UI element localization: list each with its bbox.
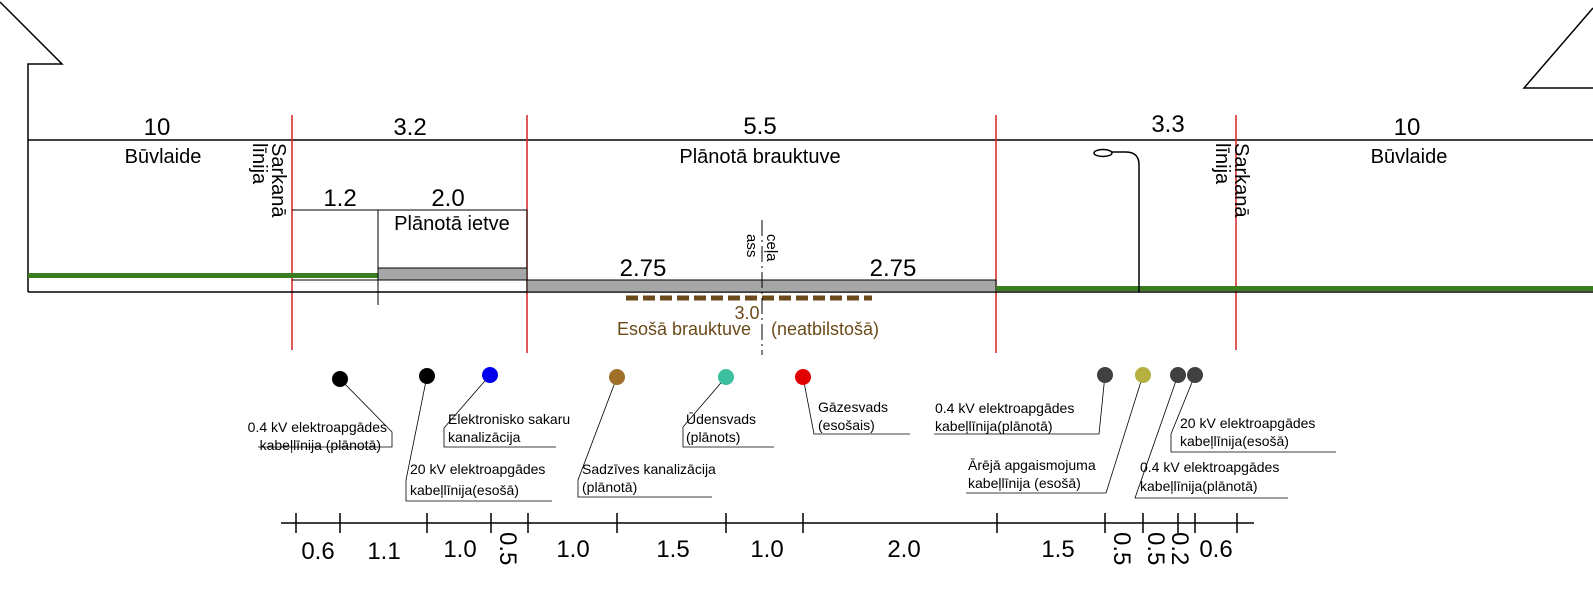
dim-sidewalk-zone: 3.2: [393, 114, 426, 141]
utility-dot-telecom: [482, 367, 498, 383]
label-road-axis-2: ass: [743, 234, 760, 257]
dim-building-right: 10: [1394, 114, 1421, 141]
scale-label-4: 0.5: [494, 532, 521, 565]
utility-labels: 0.4 kV elektroapgādes kabeļlīnija (plāno…: [248, 399, 1316, 498]
utility-label-8a: Ārējā apgaismojuma: [968, 457, 1096, 473]
utility-dot-sewer: [609, 369, 625, 385]
dim-lane-right: 2.75: [870, 255, 917, 282]
dim-existing-width: 3.0: [734, 303, 759, 323]
sidewalk-label-box: [377, 209, 528, 269]
planned-sidewalk-surface: [377, 267, 528, 281]
street-lamp: [1093, 148, 1140, 292]
utility-label-9a: 0.4 kV elektroapgādes: [1140, 459, 1279, 475]
bottom-scale: [281, 513, 1254, 533]
label-planned-sidewalk: Plānotā ietve: [394, 213, 510, 235]
right-building-outline: [1522, 7, 1593, 89]
bottom-scale-labels: 0.6 1.1 1.0 0.5 1.0 1.5 1.0 2.0 1.5 0.5 …: [301, 532, 1232, 565]
dim-lane-left: 2.75: [620, 255, 667, 282]
utility-label-5b: (plānots): [686, 429, 740, 445]
utility-label-8b: kabeļlīnija (esošā): [968, 475, 1081, 491]
scale-label-5: 1.0: [556, 536, 589, 563]
dim-sidewalk: 2.0: [431, 185, 464, 212]
utility-label-5a: Ūdensvads: [686, 411, 756, 427]
dim-carriageway: 5.5: [743, 113, 776, 140]
dim-building-left: 10: [144, 114, 171, 141]
label-red-line-right-2: līnija: [1211, 143, 1233, 185]
utility-dot-04kv-planned-right: [1097, 367, 1113, 383]
scale-label-12: 0.2: [1166, 532, 1193, 565]
label-planned-carriageway: Plānotā brauktuve: [679, 146, 840, 168]
utility-dot-water: [718, 369, 734, 385]
utility-label-3b: kanalizācija: [448, 429, 521, 445]
label-not-compliant: (neatbilstošā): [771, 319, 879, 339]
label-red-line-right-1: Sarkanā: [1230, 143, 1252, 218]
utility-label-2a: 20 kV elektroapgādes: [410, 461, 545, 477]
utility-dot-04kv-planned-far-right: [1170, 367, 1186, 383]
label-red-line-left-2: līnija: [248, 143, 270, 185]
scale-label-8: 2.0: [887, 536, 920, 563]
utility-label-7a: 0.4 kV elektroapgādes: [935, 400, 1074, 416]
utility-label-1b: kabeļlīnija (plānotā): [260, 437, 381, 453]
utility-label-6a: Gāzesvads: [818, 399, 888, 415]
utility-dot-gas: [795, 369, 811, 385]
scale-label-11: 0.5: [1142, 532, 1169, 565]
utility-label-2b: kabeļlīnija(esošā): [410, 482, 519, 498]
utility-dot-04kv-planned-left: [332, 371, 348, 387]
green-strip-right: [996, 286, 1593, 291]
utility-label-3a: Elektronisko sakaru: [448, 411, 570, 427]
label-road-axis-1: ceļa: [763, 234, 780, 262]
utility-dot-20kv-existing-right: [1187, 367, 1203, 383]
label-existing-carriageway: Esošā brauktuve: [617, 319, 751, 339]
utility-label-4a: Sadzīves kanalizācija: [582, 461, 716, 477]
scale-label-2: 1.1: [367, 538, 400, 565]
left-building-outline: [0, 1, 64, 292]
label-red-line-left-1: Sarkanā: [267, 143, 289, 218]
scale-label-13: 0.6: [1199, 536, 1232, 563]
utility-label-7b: kabeļlīnija(plānotā): [935, 418, 1053, 434]
utility-label-9b: kabeļlīnija(plānotā): [1140, 478, 1258, 494]
scale-label-7: 1.0: [750, 536, 783, 563]
scale-label-3: 1.0: [443, 536, 476, 563]
dim-green-strip: 1.2: [323, 185, 356, 212]
scale-label-10: 0.5: [1108, 532, 1135, 565]
utility-label-6b: (esošais): [818, 417, 875, 433]
label-building-line-right: Būvlaide: [1371, 146, 1448, 168]
utility-dot-20kv-existing-left: [419, 368, 435, 384]
scale-label-9: 1.5: [1041, 536, 1074, 563]
utility-leaders: [258, 374, 1336, 502]
utility-label-4b: (plānotā): [582, 479, 637, 495]
dim-right-zone: 3.3: [1151, 111, 1184, 138]
utility-label-10b: kabeļlīnija(esošā): [1180, 433, 1289, 449]
green-strip-left: [28, 273, 378, 278]
utility-dot-lighting: [1135, 367, 1151, 383]
utility-label-1a: 0.4 kV elektroapgādes: [248, 419, 387, 435]
scale-label-1: 0.6: [301, 538, 334, 565]
label-building-line-left: Būvlaide: [125, 146, 202, 168]
utility-label-10a: 20 kV elektroapgādes: [1180, 415, 1315, 431]
scale-label-6: 1.5: [656, 536, 689, 563]
